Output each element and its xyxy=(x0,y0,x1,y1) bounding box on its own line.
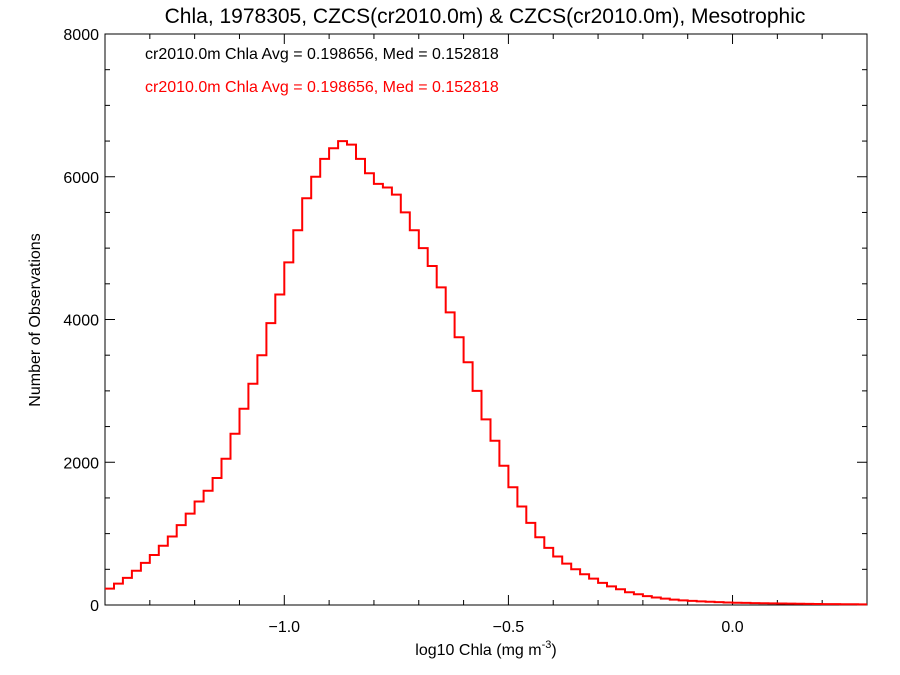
plot-frame xyxy=(104,33,868,606)
x-tick-label: −1.0 xyxy=(268,619,300,636)
y-tick-label: 8000 xyxy=(63,27,99,44)
legend-entry-red: cr2010.0m Chla Avg = 0.198656, Med = 0.1… xyxy=(145,79,499,96)
y-tick-label: 0 xyxy=(90,598,99,615)
y-tick-label: 4000 xyxy=(63,313,99,330)
x-tick-label: 0.0 xyxy=(721,619,743,636)
histogram-line-series-1 xyxy=(105,140,867,606)
axis-tick-labels: −1.0 −0.5 0.0 0 2000 4000 6000 8000 xyxy=(63,27,743,636)
y-axis-label: Number of Observations xyxy=(27,233,44,406)
x-tick-label: −0.5 xyxy=(493,619,525,636)
y-tick-label: 2000 xyxy=(63,455,99,472)
legend-entry-black: cr2010.0m Chla Avg = 0.198656, Med = 0.1… xyxy=(145,46,499,63)
y-tick-label: 6000 xyxy=(63,170,99,187)
x-axis-label: log10 Chla (mg m-3) xyxy=(415,639,556,659)
chart-title: Chla, 1978305, CZCS(cr2010.0m) & CZCS(cr… xyxy=(165,5,806,28)
axis-ticks xyxy=(104,33,868,606)
